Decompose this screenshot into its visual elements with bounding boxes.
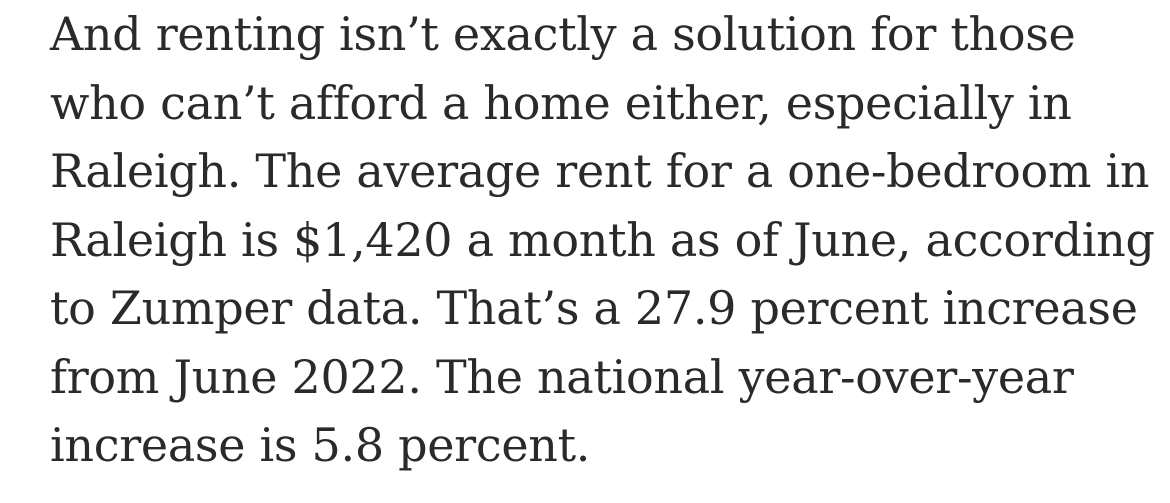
paragraph-line: increase is 5.8 percent. [50, 418, 591, 472]
paragraph-line: who can’t afford a home either, especial… [50, 75, 1072, 130]
article-paragraph: And renting isn’t exactly a solution for… [50, 0, 1155, 480]
paragraph-line: Raleigh. The average rent for a one-bedr… [50, 144, 1150, 198]
paragraph-line: Raleigh is $1,420 a month as of June, ac… [50, 212, 1155, 267]
paragraph-line: And renting isn’t exactly a solution for… [50, 7, 1076, 61]
paragraph-line: from June 2022. The national year-over-y… [50, 349, 1074, 404]
paragraph-line: to Zumper data. That’s a 27.9 percent in… [50, 281, 1138, 335]
